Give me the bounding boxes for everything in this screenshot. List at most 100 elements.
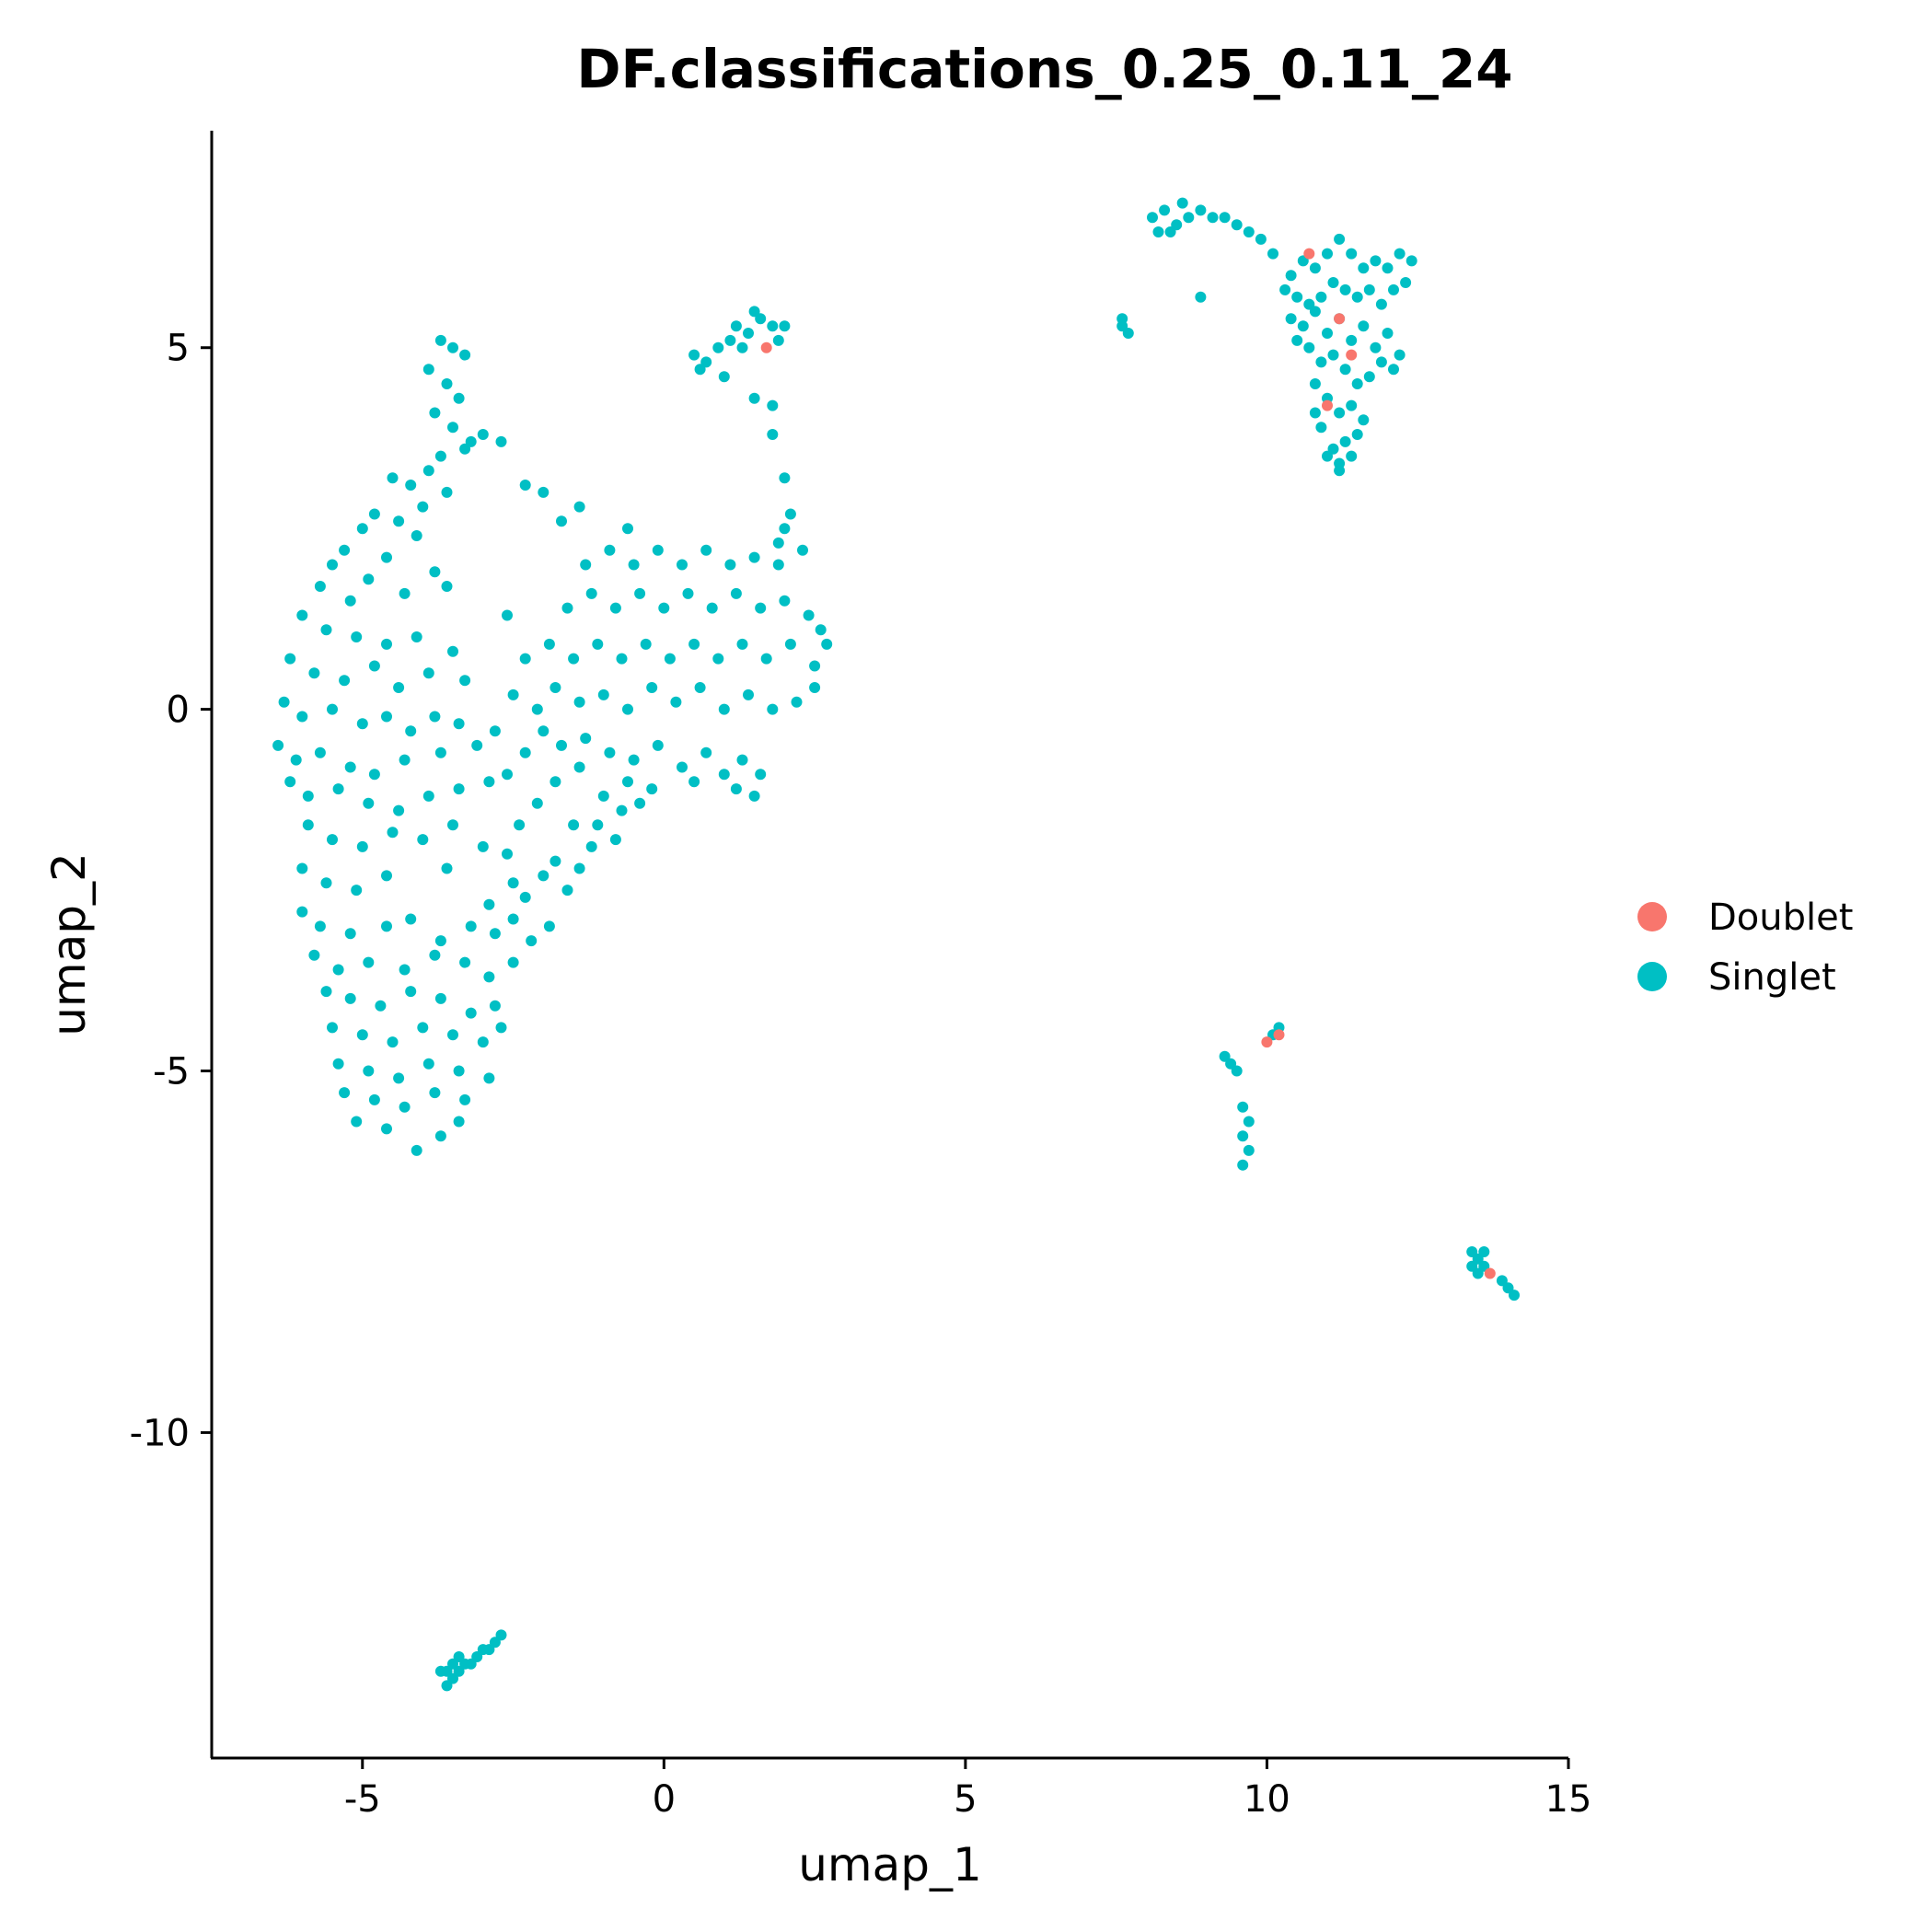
point-singlet (779, 320, 791, 332)
point-singlet (526, 935, 538, 947)
point-singlet (332, 1058, 344, 1070)
point-singlet (320, 877, 332, 889)
point-singlet (1339, 364, 1351, 376)
point-singlet (1382, 328, 1394, 339)
point-singlet (1346, 450, 1358, 462)
point-singlet (1375, 356, 1387, 368)
point-singlet (405, 986, 417, 998)
point-singlet (1334, 407, 1346, 419)
point-singlet (507, 913, 519, 925)
point-singlet (507, 877, 519, 889)
point-singlet (1363, 283, 1375, 295)
point-singlet (483, 971, 495, 983)
point-singlet (405, 913, 417, 925)
point-singlet (561, 885, 573, 897)
point-singlet (1309, 378, 1321, 389)
point-singlet (1358, 414, 1370, 426)
point-singlet (1315, 356, 1327, 368)
point-singlet (1363, 371, 1375, 383)
point-singlet (284, 653, 296, 665)
point-singlet (556, 739, 567, 751)
point-singlet (465, 435, 477, 447)
point-singlet (1322, 450, 1333, 462)
point-singlet (477, 1036, 489, 1048)
point-singlet (453, 1116, 465, 1128)
point-singlet (272, 739, 284, 751)
point-singlet (1346, 334, 1358, 346)
point-singlet (556, 515, 567, 527)
point-singlet (441, 1665, 453, 1677)
point-singlet (797, 544, 808, 556)
point-singlet (363, 1065, 375, 1077)
point-singlet (453, 718, 465, 730)
point-singlet (296, 609, 308, 621)
point-singlet (1339, 283, 1351, 295)
point-singlet (1183, 212, 1195, 224)
point-singlet (434, 334, 446, 346)
point-singlet (755, 769, 767, 781)
point-singlet (1207, 212, 1219, 224)
point-singlet (784, 508, 796, 520)
point-singlet (767, 399, 779, 411)
point-singlet (568, 819, 580, 831)
point-singlet (580, 733, 592, 745)
point-singlet (550, 682, 561, 693)
point-singlet (489, 928, 501, 940)
point-singlet (320, 986, 332, 998)
point-singlet (495, 435, 507, 447)
point-singlet (664, 653, 676, 665)
point-singlet (447, 1672, 458, 1684)
point-singlet (351, 885, 363, 897)
point-singlet (387, 472, 399, 484)
point-singlet (748, 551, 760, 563)
point-singlet (381, 1123, 392, 1135)
legend-label-singlet: Singlet (1708, 956, 1836, 999)
point-singlet (327, 834, 338, 846)
point-singlet (447, 1029, 458, 1041)
point-singlet (748, 392, 760, 404)
y-axis-title: umap_2 (42, 852, 96, 1036)
point-singlet (434, 1130, 446, 1142)
point-singlet (1406, 255, 1417, 267)
point-singlet (1351, 291, 1363, 303)
point-singlet (434, 746, 446, 758)
point-singlet (658, 602, 670, 614)
point-singlet (622, 703, 633, 715)
point-singlet (1297, 320, 1309, 332)
point-singlet (381, 711, 392, 723)
point-singlet (447, 422, 458, 434)
point-singlet (368, 660, 380, 672)
point-singlet (1285, 313, 1297, 325)
point-singlet (411, 1144, 422, 1156)
point-singlet (465, 920, 477, 932)
point-doublet (1334, 313, 1346, 325)
point-singlet (809, 660, 821, 672)
x-tick-label: 10 (1244, 1778, 1290, 1821)
point-singlet (296, 906, 308, 918)
point-singlet (1370, 341, 1382, 353)
point-singlet (724, 334, 736, 346)
point-singlet (652, 544, 664, 556)
y-ticks: -10 -5 0 5 (130, 328, 212, 1454)
point-singlet (743, 688, 754, 700)
point-singlet (700, 356, 712, 368)
point-singlet (1231, 1065, 1243, 1077)
point-doublet (1346, 349, 1358, 361)
point-singlet (688, 349, 700, 361)
point-singlet (772, 334, 784, 346)
point-singlet (538, 870, 550, 882)
point-singlet (646, 783, 658, 795)
point-singlet (1334, 465, 1346, 477)
point-singlet (700, 746, 712, 758)
point-singlet (1346, 399, 1358, 411)
point-singlet (550, 855, 561, 867)
point-singlet (356, 718, 368, 730)
point-singlet (447, 819, 458, 831)
point-singlet (646, 682, 658, 693)
point-singlet (1164, 226, 1176, 237)
point-singlet (477, 840, 489, 852)
x-tick-label: 15 (1545, 1778, 1592, 1821)
point-singlet (803, 609, 815, 621)
point-singlet (760, 653, 772, 665)
